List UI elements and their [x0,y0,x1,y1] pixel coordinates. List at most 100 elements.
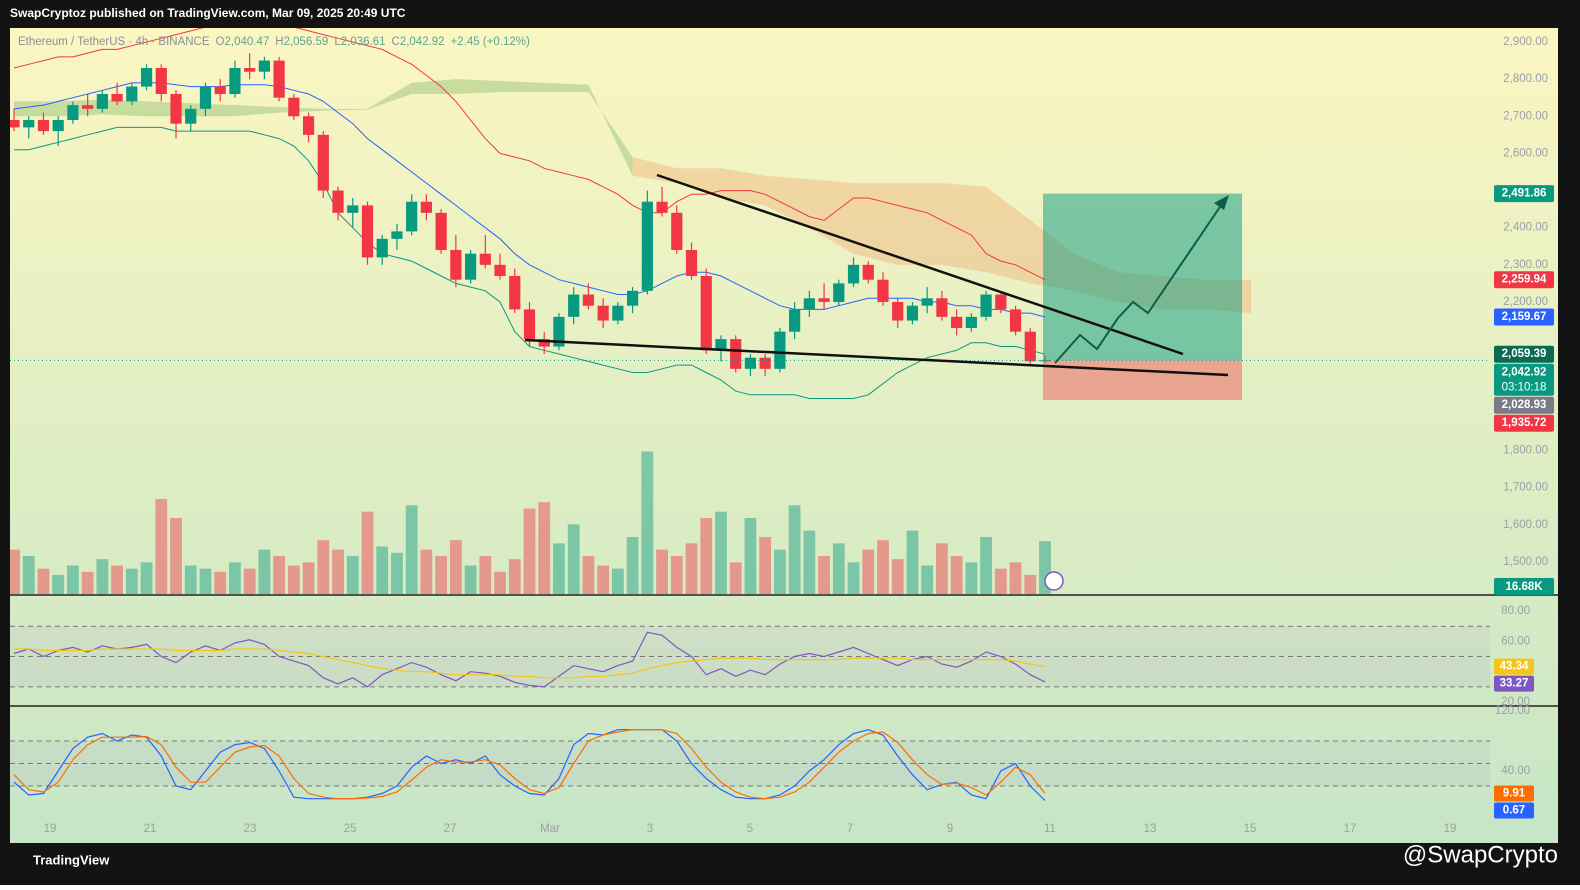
candle-body [671,212,683,250]
candle-body [951,316,963,328]
x-tick-label: 23 [244,823,257,835]
price-label: 2,491.86 [1502,188,1547,200]
indicator-label: 43.34 [1500,661,1529,673]
volume-bar [553,543,565,594]
volume-bar [243,568,256,594]
volume-bar [52,575,65,594]
volume-bar [994,568,1007,594]
cloud-segment [58,99,103,117]
volume-bar [538,502,551,594]
volume-bar [346,556,359,594]
candle-body [936,298,948,317]
y-tick-label: 120.00 [1495,705,1530,717]
candle-body [450,249,462,280]
volume-bar [361,511,374,594]
volume-label-box [1494,578,1554,595]
volume-bar [376,546,389,594]
x-tick-label: 17 [1344,823,1357,835]
volume-bar [788,505,801,594]
candle-body [538,339,550,347]
volume-bar [391,552,403,594]
volume-bar [258,549,271,594]
volume-bar [464,565,477,594]
x-tick-label: Mar [540,823,560,835]
candle-body [700,275,712,351]
volume-bar [96,559,109,594]
cloud-segment [941,183,987,273]
volume-bar [965,562,978,594]
y-tick-label: 1,700.00 [1503,482,1548,494]
candle-body [744,357,757,369]
volume-bar [111,565,123,594]
candle-body [464,253,477,280]
candle-body [214,86,226,94]
legend-value: 2,040.47 [224,36,269,48]
y-tick-label: 80.00 [1501,605,1530,617]
volume-bar [818,556,830,594]
candle-body [730,339,742,369]
trendline [524,338,1229,377]
candle-body [185,108,197,124]
bollinger-line [13,28,1046,281]
volume-bar [582,556,595,594]
candle-body [67,105,79,120]
cloud-segment [102,99,147,117]
candle-body [96,93,108,109]
volume-bar [847,562,860,594]
indicator-line [14,648,1046,679]
volume-bar [759,537,772,594]
candle-body [37,119,50,132]
y-tick-label: 2,700.00 [1503,110,1548,122]
cloud-segment [455,79,501,94]
chart-background [10,28,1558,843]
cloud-segment [234,105,280,117]
volume-bar [10,549,20,594]
candle-body [759,357,771,369]
candle-body [509,275,521,310]
volume-bar [37,568,50,594]
legend-value: 2,036.61 [341,36,386,48]
volume-bar [877,540,889,594]
alert-icon [1044,571,1064,591]
x-tick-label: 3 [647,823,653,835]
indicator-label: 33.27 [1500,678,1529,690]
cloud-segment [146,101,191,117]
indicator-label-box [1494,675,1534,692]
cloud-segment [632,157,677,184]
price-label: 1,935.72 [1502,417,1547,429]
candle-body [818,298,830,302]
y-tick-label: 1,600.00 [1503,519,1548,531]
cloud-segment [853,183,898,265]
candle-body [126,86,138,102]
volume-bar [67,565,79,594]
candle-body [111,93,123,102]
price-label-box [1494,308,1554,326]
y-tick-label: 2,400.00 [1503,222,1548,234]
candle-body [523,309,536,340]
candle-body [435,212,447,250]
candle-body [641,201,653,291]
candle-body [10,119,20,128]
volume-bar [950,556,963,594]
volume-bar [685,543,698,594]
legend-symbol: Ethereum / TetherUS · 4h · BINANCE [18,36,210,48]
x-tick-label: 13 [1144,823,1157,835]
indicator-label-box [1494,802,1534,819]
volume-bar [214,571,227,594]
price-label-box [1494,414,1554,432]
countdown: 03:10:18 [1502,382,1547,394]
candle-body [612,305,624,321]
candle-body [965,316,977,328]
legend-value: 2,042.92 [400,36,445,48]
legend-key: H [275,36,283,48]
x-tick-label: 7 [847,823,853,835]
volume-bar [494,571,506,594]
legend-value: 2,056.59 [284,36,329,48]
candle-body [347,205,359,213]
legend-key: O [216,36,225,48]
price-label-box [1494,185,1554,203]
candle-body [258,60,270,72]
volume-bar [1009,562,1022,594]
volume-bar [700,518,713,594]
